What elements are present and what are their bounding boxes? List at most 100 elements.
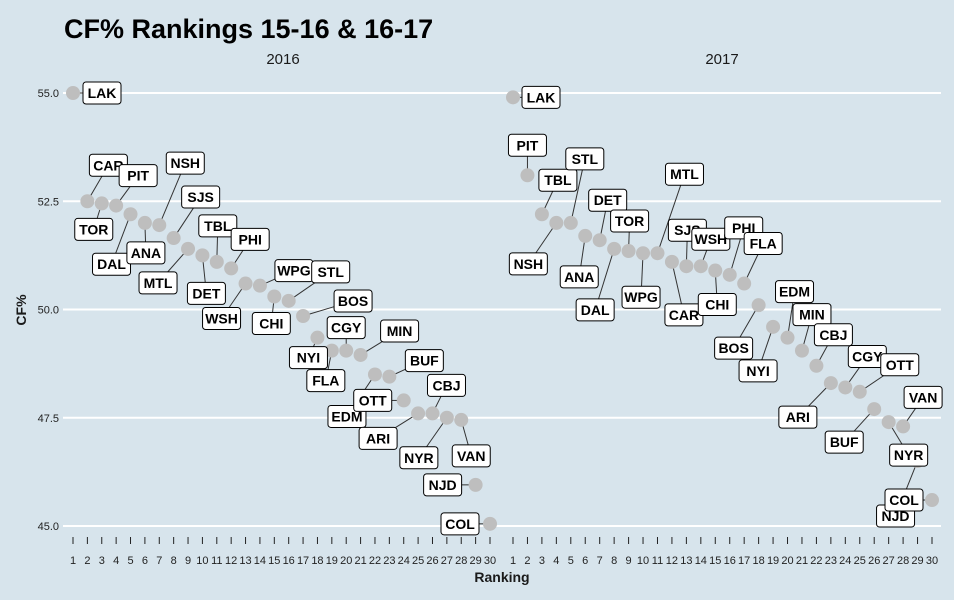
label-2017-stl: STL	[565, 147, 605, 171]
label-2016-car: CAR	[88, 153, 128, 177]
x-tick-label: 30	[484, 555, 496, 567]
team-label-text: TBL	[204, 218, 232, 234]
label-2017-buf: BUF	[824, 430, 864, 454]
team-label-text: MTL	[144, 275, 173, 291]
point-2017-phi	[722, 267, 737, 282]
label-2017-cgy: CGY	[847, 344, 887, 368]
point-2016-buf	[382, 369, 397, 384]
axis-ticks: 45.047.550.052.555.01 2 3 4 5 6 7 8 9 10 11 12 13 14 1…	[38, 88, 939, 567]
label-box	[508, 252, 548, 276]
label-box	[743, 232, 783, 256]
point-2016-nyi	[310, 330, 325, 345]
label-2016-mtl: MTL	[138, 271, 178, 295]
x-tick-label: 23	[825, 555, 837, 567]
point-2016-wpg	[252, 278, 267, 293]
x-tick-label: 27	[441, 555, 453, 567]
team-label-text: MTL	[670, 166, 699, 182]
label-box	[230, 227, 270, 251]
panel-2016-strip: 2016	[266, 51, 299, 68]
label-2016-lak: LAK	[82, 81, 122, 105]
label-2017-van: VAN	[903, 385, 943, 409]
label-2016-sjs: SJS	[181, 185, 221, 209]
point-2016-tor	[94, 196, 109, 211]
team-label-text: CAR	[669, 307, 699, 323]
leader-line	[570, 169, 583, 224]
team-label-text: CBJ	[819, 327, 847, 343]
x-tick-label: 13	[680, 555, 692, 567]
label-2016-phi: PHI	[230, 227, 270, 251]
team-label-text: ARI	[366, 430, 390, 446]
label-box	[775, 280, 815, 304]
chart-title: CF% Rankings 15-16 & 16-17	[64, 14, 433, 44]
team-labels: LAK CAR TOR PIT DAL ANA NSH SJS MTL DET TBL PHI WSH W…	[74, 81, 943, 536]
team-label-text: TOR	[79, 221, 108, 237]
data-points	[66, 86, 939, 531]
label-box	[138, 271, 178, 295]
label-2017-bos: BOS	[714, 336, 754, 360]
point-2016-bos	[296, 308, 311, 323]
team-label-text: BUF	[830, 434, 859, 450]
label-2017-nyr: NYR	[889, 443, 929, 467]
label-2016-pit: PIT	[118, 164, 158, 188]
x-tick-label: 24	[398, 555, 410, 567]
x-tick-label: 14	[695, 555, 707, 567]
team-label-text: DAL	[581, 302, 610, 318]
team-label-text: PIT	[127, 168, 149, 184]
x-tick-label: 29	[469, 555, 481, 567]
team-label-text: WPG	[624, 289, 658, 305]
label-2016-cbj: CBJ	[426, 373, 466, 397]
point-2017-lak	[506, 90, 520, 105]
label-box	[664, 162, 704, 186]
point-2016-nyr	[439, 410, 454, 425]
x-tick-label: 3	[99, 555, 105, 567]
label-2016-stl: STL	[311, 260, 351, 284]
point-2016-van	[454, 412, 469, 427]
point-2017-pit	[520, 168, 535, 183]
point-2017-tbl	[534, 207, 549, 222]
label-2017-nyi: NYI	[738, 359, 778, 383]
x-tick-label: 4	[553, 555, 559, 567]
point-2016-ari	[411, 406, 426, 421]
label-2016-ott: OTT	[353, 388, 393, 412]
team-label-text: LAK	[527, 89, 556, 105]
team-label-text: DAL	[97, 256, 126, 272]
point-2016-cgy	[339, 343, 354, 358]
x-tick-label: 6	[142, 555, 148, 567]
label-box	[884, 488, 924, 512]
point-2017-mtl	[650, 246, 665, 261]
point-2016-ana	[137, 215, 152, 230]
label-box	[538, 168, 578, 192]
team-label-text: LAK	[88, 85, 117, 101]
label-2016-buf: BUF	[404, 349, 444, 373]
x-tick-label: 22	[369, 555, 381, 567]
label-2017-ott: OTT	[880, 353, 920, 377]
y-tick-label: 45.0	[38, 521, 59, 533]
point-2016-wsh	[238, 276, 253, 291]
point-2016-njd	[468, 477, 483, 492]
team-label-text: SJS	[187, 189, 213, 205]
point-2017-fla	[737, 276, 752, 291]
point-2016-pit	[109, 198, 124, 213]
label-box	[621, 285, 661, 309]
team-label-text: NYI	[297, 350, 320, 366]
x-tick-label: 2	[84, 555, 90, 567]
label-2016-nyr: NYR	[399, 446, 439, 470]
y-axis-title: CF%	[13, 294, 29, 326]
point-2017-col	[925, 493, 939, 508]
team-label-text: ANA	[564, 269, 594, 285]
label-box	[903, 385, 943, 409]
label-2017-tor: TOR	[610, 209, 650, 233]
x-tick-label: 5	[568, 555, 574, 567]
y-tick-label: 55.0	[38, 88, 59, 100]
x-tick-label: 7	[156, 555, 162, 567]
label-box	[251, 312, 291, 336]
x-tick-label: 9	[626, 555, 632, 567]
label-2016-nsh: NSH	[165, 151, 205, 175]
team-label-text: CHI	[259, 316, 283, 332]
label-box	[74, 217, 114, 241]
x-tick-label: 29	[911, 555, 923, 567]
team-label-text: NJD	[882, 508, 910, 524]
x-tick-label: 7	[597, 555, 603, 567]
team-label-text: PHI	[239, 231, 262, 247]
